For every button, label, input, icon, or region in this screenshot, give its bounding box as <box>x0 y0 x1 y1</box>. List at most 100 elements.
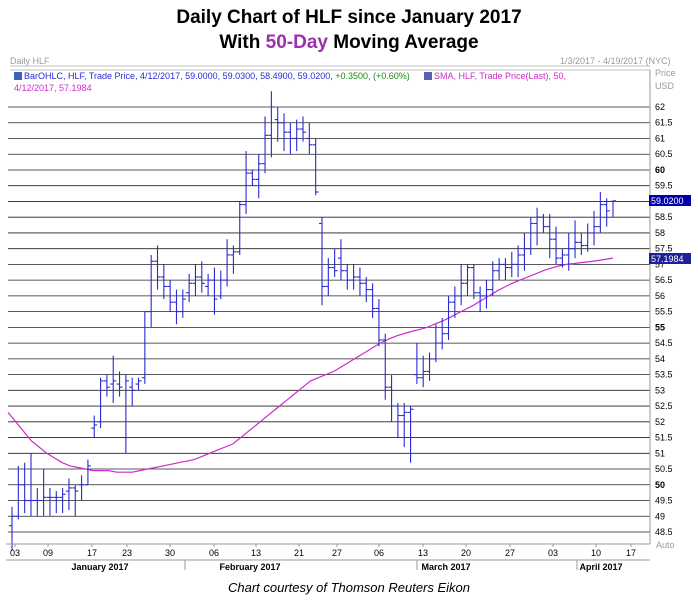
legend-bar-text: BarOHLC, HLF, Trade Price, 4/12/2017, 59… <box>24 71 335 81</box>
ohlc-bar <box>148 254 155 328</box>
ohlc-bar <box>65 478 72 510</box>
ohlc-bar <box>496 258 503 281</box>
ohlc-bar <box>287 122 294 155</box>
ohlc-bar <box>173 289 180 325</box>
ohlc-bar <box>578 232 585 255</box>
subtitle-part-1: With <box>219 32 266 53</box>
x-tick-label: 06 <box>374 548 384 558</box>
subtitle-part-3: Moving Average <box>327 32 479 53</box>
y-tick-label: 61.5 <box>655 118 673 128</box>
ohlc-bar <box>306 122 313 155</box>
ohlc-bar <box>521 232 528 271</box>
ohlc-chart: Daily HLF 1/3/2017 - 4/19/2017 (NYC) Pri… <box>6 56 692 578</box>
ohlc-bar <box>268 91 275 158</box>
x-tick-label: 27 <box>332 548 342 558</box>
y-tick-label: 52 <box>655 417 665 427</box>
header-date-range: 1/3/2017 - 4/19/2017 (NYC) <box>560 56 671 66</box>
x-tick-label: 09 <box>43 548 53 558</box>
last-price-tag <box>649 195 691 206</box>
y-tick-label: 59.5 <box>655 181 673 191</box>
ohlc-bar <box>331 248 338 277</box>
sma-series <box>7 257 614 473</box>
sma-tag <box>649 253 691 264</box>
legend-sma-line2: 4/12/2017, 57.1984 <box>14 83 92 93</box>
y-tick-label: 58.5 <box>655 212 673 222</box>
ohlc-bar <box>40 469 47 517</box>
ohlc-bar <box>198 261 205 293</box>
x-tick-label: 13 <box>251 548 261 558</box>
auto-scale-label: Auto <box>656 540 675 550</box>
y-tick-label: 60 <box>655 165 665 175</box>
ohlc-bar <box>255 154 262 199</box>
ohlc-bar <box>97 377 104 429</box>
y-tick-label: 52.5 <box>655 401 673 411</box>
y-tick-label: 58 <box>655 228 665 238</box>
sma-value: 57.1984 <box>651 254 684 264</box>
ohlc-bar <box>515 245 522 277</box>
y-tick-label: 55.5 <box>655 307 673 317</box>
legend: BarOHLC, HLF, Trade Price, 4/12/2017, 59… <box>14 71 566 93</box>
ohlc-bar <box>553 226 560 265</box>
y-tick-label: 50 <box>655 480 665 490</box>
x-tick-label: 13 <box>418 548 428 558</box>
ohlc-bar <box>527 217 534 255</box>
ohlc-bar <box>141 311 148 385</box>
ohlc-bar <box>236 201 243 255</box>
last-price-value: 59.0200 <box>651 196 684 206</box>
ohlc-bar <box>318 217 325 306</box>
y-tick-label: 57.5 <box>655 244 673 254</box>
ohlc-bar <box>597 192 604 233</box>
ohlc-bar <box>382 333 389 400</box>
ohlc-bar <box>483 280 490 309</box>
ohlc-bar <box>211 267 218 315</box>
legend-sma-text: SMA, HLF, Trade Price(Last), 50, <box>434 71 566 81</box>
ohlc-bar <box>243 151 250 215</box>
y-tick-label: 51.5 <box>655 433 673 443</box>
sma-series-icon <box>424 72 432 80</box>
ohlc-bar <box>78 475 85 501</box>
x-tick-label: 27 <box>505 548 515 558</box>
ohlc-bar <box>205 273 212 296</box>
ohlc-bar <box>540 214 547 233</box>
ohlc-bar <box>160 264 167 300</box>
ohlc-bar <box>350 264 357 290</box>
y-tick-label: 49.5 <box>655 496 673 506</box>
legend-bar-change: +0.3500, (+0.60%) <box>335 71 410 81</box>
ohlc-bar <box>534 207 541 246</box>
price-tags: 59.0200 57.1984 <box>649 195 691 264</box>
y-tick-label: 49 <box>655 511 665 521</box>
ohlc-bar <box>274 107 281 142</box>
ohlc-bar <box>394 402 401 438</box>
ohlc-bar <box>59 487 66 514</box>
ohlc-bar <box>369 283 376 318</box>
ohlc-bar <box>445 295 452 340</box>
x-tick-label: 03 <box>548 548 558 558</box>
ohlc-bar <box>464 264 471 296</box>
y-tick-label: 61 <box>655 133 665 143</box>
ohlc-bar <box>603 198 610 227</box>
ohlc-bar <box>224 239 231 287</box>
ohlc-bar <box>154 245 161 290</box>
ohlc-bar <box>249 169 256 186</box>
month-label: March 2017 <box>421 562 470 572</box>
ohlc-bar <box>72 484 79 517</box>
ohlc-bar <box>110 355 117 403</box>
month-label: April 2017 <box>579 562 622 572</box>
ohlc-bar <box>584 223 591 252</box>
ohlc-bar <box>27 453 34 517</box>
ohlc-bar <box>186 273 193 303</box>
ohlc-bar <box>477 286 484 312</box>
ohlc-bar <box>407 406 414 463</box>
x-tick-label: 03 <box>10 548 20 558</box>
ohlc-bar <box>439 317 446 350</box>
y-tick-label: 56 <box>655 291 665 301</box>
month-label: February 2017 <box>219 562 280 572</box>
ohlc-bar <box>15 465 22 520</box>
ohlc-bar <box>135 377 142 391</box>
price-axis-title: Price <box>655 68 676 78</box>
ohlc-bar <box>502 258 509 281</box>
grid <box>8 106 650 533</box>
month-label: January 2017 <box>71 562 128 572</box>
y-tick-label: 48.5 <box>655 527 673 537</box>
chart-title: Daily Chart of HLF since January 2017 <box>176 7 522 28</box>
